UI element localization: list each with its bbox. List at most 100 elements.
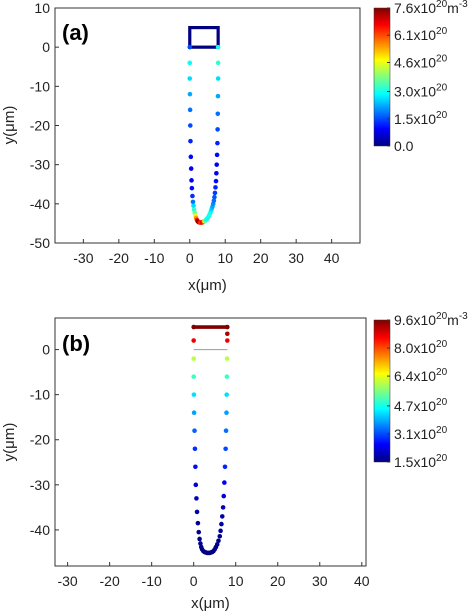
plot-area-a [54, 7, 361, 244]
data-point [212, 194, 217, 200]
panel-label-b: (b) [62, 331, 90, 356]
data-point [191, 374, 196, 379]
data-point [213, 178, 219, 184]
y-tick-label: -20 [30, 118, 50, 134]
data-point [214, 542, 220, 547]
data-point [194, 496, 199, 501]
data-point [215, 76, 221, 81]
y-axis-title-a: y(μm) [1, 106, 18, 145]
y-axis-title-b: y(μm) [1, 423, 18, 462]
top-outline [188, 25, 220, 49]
data-point [188, 138, 193, 144]
data-point [187, 60, 193, 66]
colorbar-b [373, 319, 391, 463]
colorbar-a [373, 7, 391, 147]
data-point [193, 464, 198, 470]
colorbar-tick-label: 9.6x1020m-3 [394, 311, 468, 328]
data-point [217, 533, 223, 539]
data-point [192, 446, 198, 452]
data-point [188, 154, 194, 160]
data-point [192, 428, 197, 434]
data-point [219, 514, 225, 519]
data-point [215, 60, 221, 66]
y-tick-label: -20 [30, 432, 50, 448]
data-point [187, 107, 193, 113]
y-tick-label: -30 [30, 157, 50, 173]
colorbar-tick-label: 8.0x1020 [394, 339, 448, 356]
data-point [197, 536, 202, 542]
data-point [187, 123, 193, 128]
x-tick-label: 30 [288, 250, 304, 266]
panel-a: -30 -20 -10 0 10 20 30 40 10 0 -10 -20 -30 -40 -50 (a… [1, 0, 468, 294]
data-point [187, 91, 193, 97]
data-point [213, 185, 218, 190]
x-tick-label: -20 [109, 250, 129, 266]
x-tick-label: -20 [100, 573, 120, 589]
data-point [190, 193, 195, 199]
data-point [215, 44, 221, 50]
data-point [211, 198, 217, 203]
y-tick-label: -40 [30, 196, 50, 212]
y-tick-label: -50 [30, 235, 50, 251]
data-point [225, 331, 230, 337]
data-point [221, 493, 227, 499]
data-point [223, 446, 228, 452]
x-tick-label: 0 [190, 573, 198, 589]
data-point [194, 509, 200, 515]
data-point [191, 356, 196, 361]
colorbar-tick-label: 4.6x1020 [394, 53, 448, 70]
data-point [223, 428, 229, 434]
data-point [187, 44, 193, 50]
x-tick-label: 30 [312, 573, 328, 589]
panel-label-a: (a) [62, 20, 89, 45]
x-tick-label: 10 [228, 573, 244, 589]
data-point [189, 185, 195, 191]
data-point [191, 324, 196, 330]
x-tick-label: 40 [354, 573, 370, 589]
x-tick-label: 10 [217, 250, 233, 266]
y-tick-label: -10 [30, 387, 50, 403]
x-tick-label: -30 [73, 250, 93, 266]
y-tick-label: 10 [34, 0, 50, 16]
x-tick-label: -10 [142, 573, 162, 589]
y-ticks-b: 0 -10 -20 -30 -40 [30, 342, 59, 538]
data-point [191, 338, 196, 343]
plot-area-b [54, 317, 367, 567]
data-point [189, 178, 194, 183]
marks-a [187, 25, 221, 225]
data-point [215, 93, 221, 99]
data-point [222, 480, 227, 485]
data-point [190, 199, 196, 205]
colorbar-tick-label: 0.0 [394, 138, 414, 154]
data-point [215, 140, 220, 146]
data-point [214, 152, 220, 158]
x-axis-title-b: x(μm) [191, 595, 230, 612]
data-point [215, 127, 220, 132]
data-point [188, 166, 194, 171]
x-axis-title-a: x(μm) [188, 277, 227, 294]
data-point [187, 76, 193, 81]
y-tick-label: -30 [30, 477, 50, 493]
colorbar-tick-label: 6.1x1020 [394, 26, 448, 43]
x-tick-label: 20 [270, 573, 286, 589]
x-ticks-b: -30 -20 -10 0 10 20 30 40 [57, 562, 370, 589]
y-tick-label: 0 [42, 342, 50, 358]
data-point [225, 324, 230, 330]
colorbar-tick-label: 1.5x1020 [394, 453, 448, 470]
data-point [191, 410, 197, 415]
data-point [218, 528, 223, 534]
colorbar-tick-label: 6.4x1020 [394, 367, 448, 384]
x-tick-label: 20 [253, 250, 269, 266]
colorbar-tick-label: 1.5x1020 [394, 110, 448, 127]
data-point [196, 529, 202, 535]
x-ticks-a: -30 -20 -10 0 10 20 30 40 [73, 239, 340, 266]
data-point [212, 190, 218, 196]
data-point [224, 392, 229, 397]
y-tick-label: -10 [30, 78, 50, 94]
y-tick-label: 0 [42, 39, 50, 55]
panel-b: -30 -20 -10 0 10 20 30 40 0 -10 -20 -30 -40 (b) x(μ… [1, 311, 468, 612]
data-point [191, 392, 197, 397]
colorbar-tick-label: 3.1x1020 [394, 425, 448, 442]
data-point [215, 111, 221, 117]
